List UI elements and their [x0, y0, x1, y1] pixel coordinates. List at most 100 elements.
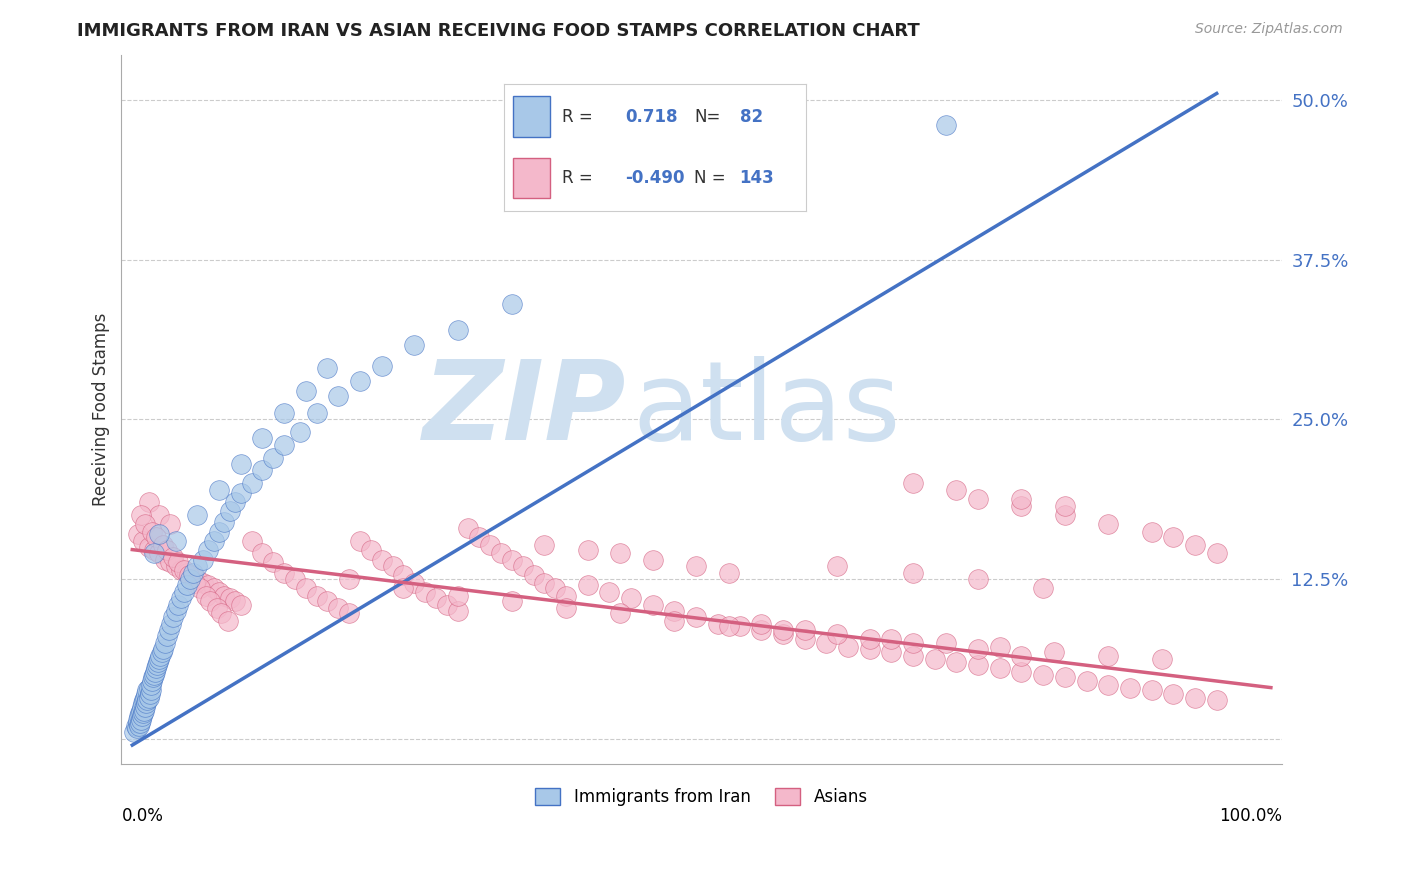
Point	[143, 665, 166, 680]
Point	[176, 578, 198, 592]
Point	[468, 530, 491, 544]
Point	[825, 559, 848, 574]
Point	[1184, 537, 1206, 551]
Point	[273, 406, 295, 420]
Point	[901, 648, 924, 663]
Point	[218, 504, 240, 518]
Point	[153, 553, 176, 567]
Point	[150, 645, 173, 659]
Point	[294, 581, 316, 595]
Point	[229, 598, 252, 612]
Point	[143, 546, 166, 560]
Point	[165, 559, 187, 574]
Point	[935, 119, 957, 133]
Point	[555, 601, 578, 615]
Point	[988, 661, 1011, 675]
Point	[1043, 645, 1066, 659]
Point	[772, 627, 794, 641]
Point	[404, 338, 426, 352]
Point	[1205, 693, 1227, 707]
Point	[273, 438, 295, 452]
Point	[262, 450, 284, 465]
Point	[148, 508, 170, 522]
Point	[252, 546, 274, 560]
Point	[533, 537, 555, 551]
Point	[146, 657, 169, 672]
Point	[202, 533, 225, 548]
Point	[1205, 546, 1227, 560]
Point	[129, 508, 152, 522]
Text: 0.0%: 0.0%	[121, 807, 163, 825]
Point	[138, 690, 160, 705]
Point	[316, 593, 339, 607]
Point	[425, 591, 447, 606]
Point	[127, 716, 149, 731]
Point	[749, 616, 772, 631]
Legend: Immigrants from Iran, Asians: Immigrants from Iran, Asians	[529, 781, 875, 813]
Point	[533, 575, 555, 590]
Point	[176, 566, 198, 580]
Point	[134, 699, 156, 714]
Point	[188, 581, 211, 595]
Point	[576, 578, 599, 592]
Point	[141, 524, 163, 539]
Point	[512, 559, 534, 574]
Point	[129, 704, 152, 718]
Point	[1161, 687, 1184, 701]
Point	[501, 297, 523, 311]
Point	[143, 542, 166, 557]
Point	[1152, 652, 1174, 666]
Point	[162, 550, 184, 565]
Point	[166, 598, 188, 612]
Point	[707, 616, 730, 631]
Point	[124, 719, 146, 733]
Point	[218, 591, 240, 606]
Point	[166, 555, 188, 569]
Point	[134, 693, 156, 707]
Point	[143, 668, 166, 682]
Point	[132, 533, 155, 548]
Point	[1119, 681, 1142, 695]
Point	[349, 374, 371, 388]
Point	[224, 593, 246, 607]
Point	[202, 581, 225, 595]
Point	[489, 546, 512, 560]
Point	[1076, 674, 1098, 689]
Point	[148, 652, 170, 666]
Point	[229, 486, 252, 500]
Point	[1011, 491, 1033, 506]
Point	[901, 566, 924, 580]
Point	[501, 553, 523, 567]
Point	[598, 584, 620, 599]
Point	[149, 648, 172, 663]
Point	[1032, 668, 1054, 682]
Point	[208, 524, 231, 539]
Point	[988, 640, 1011, 654]
Point	[139, 678, 162, 692]
Point	[793, 632, 815, 646]
Point	[305, 406, 328, 420]
Point	[135, 696, 157, 710]
Point	[1140, 683, 1163, 698]
Point	[392, 581, 415, 595]
Point	[924, 652, 946, 666]
Point	[165, 533, 187, 548]
Point	[728, 619, 751, 633]
Point	[641, 598, 664, 612]
Point	[967, 572, 990, 586]
Point	[1161, 530, 1184, 544]
Point	[157, 623, 180, 637]
Point	[1097, 648, 1119, 663]
Point	[1011, 499, 1033, 513]
Point	[935, 636, 957, 650]
Point	[128, 716, 150, 731]
Point	[138, 495, 160, 509]
Point	[609, 607, 631, 621]
Point	[135, 687, 157, 701]
Point	[749, 623, 772, 637]
Point	[127, 527, 149, 541]
Point	[290, 425, 312, 439]
Point	[152, 642, 174, 657]
Point	[1184, 690, 1206, 705]
Point	[446, 323, 468, 337]
